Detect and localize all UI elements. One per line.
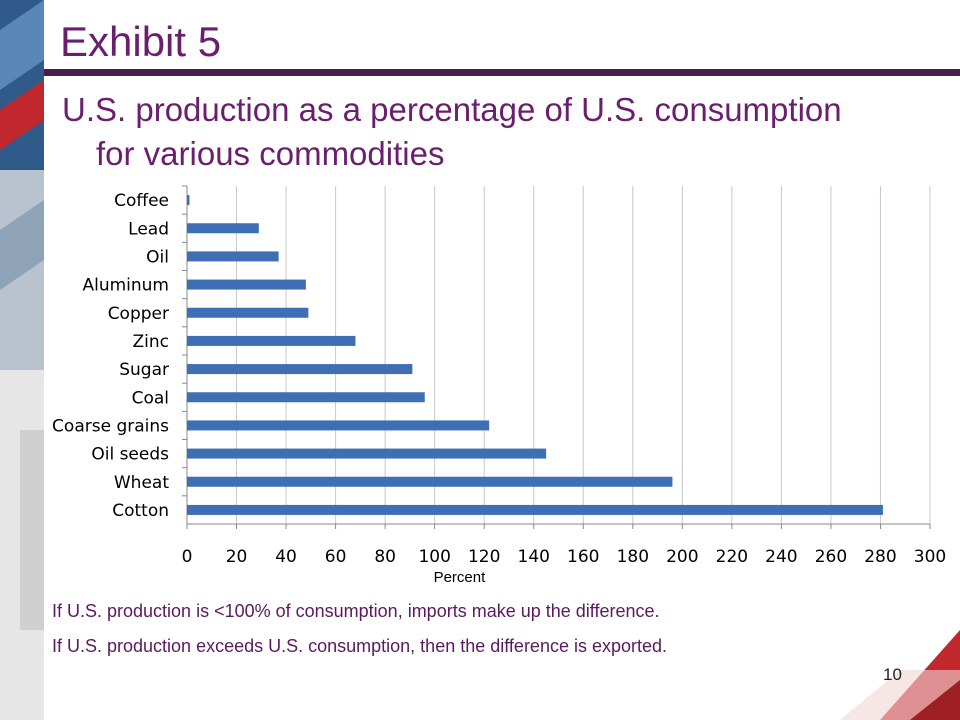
bar-coarse-grains — [187, 420, 490, 431]
bar-copper — [187, 307, 309, 318]
category-label-copper: Copper — [108, 304, 169, 324]
title-underline — [44, 69, 960, 76]
category-label-oil-seeds: Oil seeds — [91, 445, 169, 465]
x-axis-title: Percent — [434, 569, 487, 586]
category-label-coffee: Coffee — [114, 191, 169, 211]
subtitle-line-1: U.S. production as a percentage of U.S. … — [62, 91, 842, 128]
bar-coal — [187, 392, 425, 403]
bar-oil — [187, 251, 279, 262]
x-tick-label: 60 — [325, 547, 347, 567]
x-tick-label: 260 — [815, 547, 847, 567]
bar-sugar — [187, 364, 413, 375]
bar-zinc — [187, 335, 356, 346]
left-strip-graphic — [0, 0, 44, 720]
bottom-right-graphic — [840, 630, 960, 720]
category-label-zinc: Zinc — [133, 332, 170, 352]
x-tick-label: 20 — [226, 547, 248, 567]
x-tick-label: 280 — [864, 547, 896, 567]
note-exports: If U.S. production exceeds U.S. consumpt… — [52, 636, 668, 656]
x-tick-label: 80 — [374, 547, 396, 567]
slide-title: Exhibit 5 — [60, 18, 222, 65]
bar-aluminum — [187, 279, 306, 290]
bar-chart: 0 20 40 60 80 100 120 140 160 180 200 220 240 260 280 3… — [52, 185, 946, 586]
bar-oil-seeds — [187, 448, 547, 459]
category-label-sugar: Sugar — [119, 360, 169, 380]
category-label-oil: Oil — [146, 247, 169, 267]
x-tick-label: 300 — [914, 547, 946, 567]
left-decorative-strip — [0, 0, 44, 720]
category-label-coarse-grains: Coarse grains — [52, 416, 169, 436]
page-number: 10 — [883, 665, 902, 684]
subtitle-line-2: for various commodities — [96, 135, 445, 172]
category-label-coal: Coal — [132, 388, 169, 408]
x-tick-label: 140 — [518, 547, 550, 567]
x-tick-label: 100 — [418, 547, 450, 567]
x-tick-label: 120 — [468, 547, 500, 567]
bar-cotton — [187, 504, 883, 515]
category-label-lead: Lead — [128, 219, 169, 239]
bar-coffee — [187, 195, 190, 206]
slide-subtitle: U.S. production as a percentage of U.S. … — [62, 88, 952, 176]
x-tick-label: 200 — [666, 547, 698, 567]
category-label-wheat: Wheat — [114, 473, 169, 493]
bar-wheat — [187, 476, 673, 487]
category-label-cotton: Cotton — [112, 501, 169, 521]
bottom-right-decoration — [840, 560, 960, 720]
category-label-aluminum: Aluminum — [82, 276, 169, 296]
bar-lead — [187, 223, 259, 234]
note-imports: If U.S. production is <100% of consumpti… — [52, 601, 660, 621]
x-tick-label: 180 — [617, 547, 649, 567]
x-tick-label: 220 — [716, 547, 748, 567]
x-tick-label: 240 — [765, 547, 797, 567]
x-tick-label: 160 — [567, 547, 599, 567]
x-tick-label: 0 — [182, 547, 193, 567]
x-tick-label: 40 — [275, 547, 297, 567]
